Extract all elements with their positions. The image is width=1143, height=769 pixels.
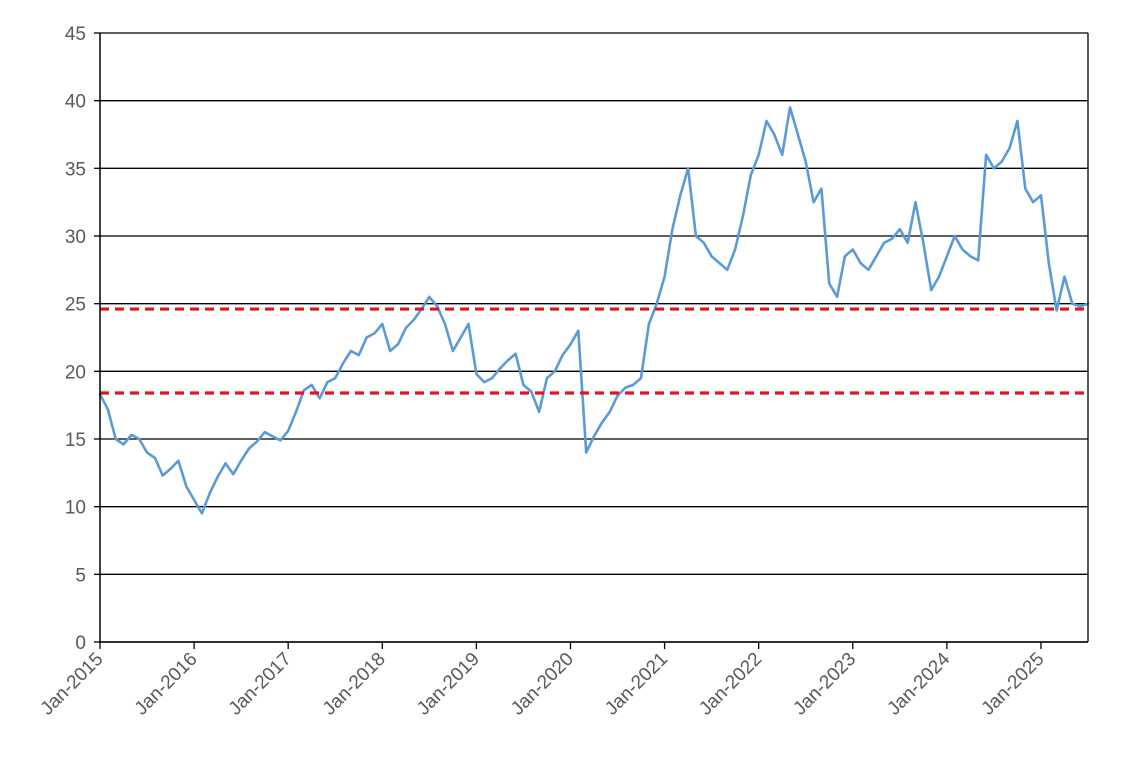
x-tick-label: Jan-2022 — [695, 649, 766, 720]
y-tick-label: 30 — [65, 227, 86, 248]
x-tick-label: Jan-2016 — [131, 649, 202, 720]
x-tick-label: Jan-2017 — [225, 649, 296, 720]
x-tick-label: Jan-2024 — [884, 648, 955, 719]
series-layer — [98, 106, 1090, 515]
y-tick-label: 10 — [65, 498, 86, 519]
axes — [99, 33, 1089, 643]
y-tick-label: 25 — [65, 295, 86, 316]
x-tick-label: Jan-2025 — [978, 649, 1049, 720]
y-tick-label: 15 — [65, 430, 86, 451]
y-tick-label: 35 — [65, 159, 86, 180]
x-axis-tick-labels: Jan-2015 Jan-2016 Jan-2017 Jan-2018 Jan-2019… — [37, 642, 1049, 720]
y-tick-label: 20 — [65, 362, 86, 383]
series-line-0 — [98, 106, 1090, 515]
x-tick-label: Jan-2020 — [507, 649, 578, 720]
y-tick-label: 0 — [75, 633, 86, 654]
y-tick-label: 40 — [65, 92, 86, 113]
x-tick-label: Jan-2023 — [789, 649, 860, 720]
gridlines — [94, 32, 1088, 643]
y-tick-label: 5 — [75, 565, 86, 586]
y-axis-tick-labels: 0 5 10 15 20 25 30 35 40 45 — [65, 24, 86, 654]
reference-lines — [100, 307, 1088, 395]
x-tick-label: Jan-2015 — [37, 649, 108, 720]
x-tick-label: Jan-2021 — [601, 649, 672, 720]
y-tick-label: 45 — [65, 24, 86, 45]
x-tick-label: Jan-2018 — [319, 649, 390, 720]
x-tick-label: Jan-2019 — [413, 649, 484, 720]
